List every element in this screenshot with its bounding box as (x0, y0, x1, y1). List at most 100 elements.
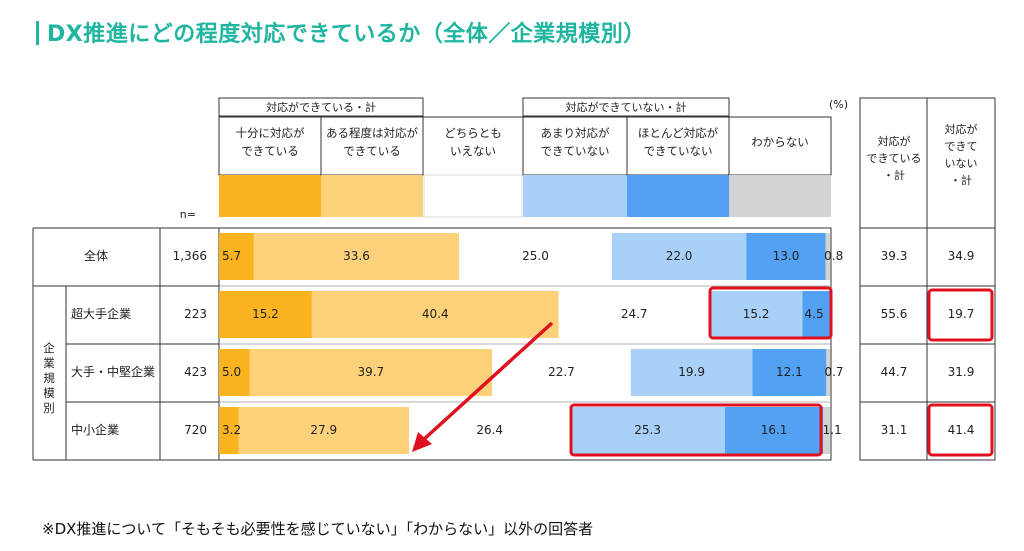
data-label: 0.8 (824, 249, 843, 263)
legend-swatch (423, 174, 523, 218)
data-label: 27.9 (310, 423, 337, 437)
row-label: 全体 (84, 248, 108, 263)
bar-segment (558, 291, 710, 338)
data-label: 15.2 (252, 307, 279, 321)
title-text: DX推進にどの程度対応できているか（全体／企業規模別） (47, 22, 646, 47)
legend-swatch (729, 175, 831, 217)
bar-segment (746, 233, 826, 280)
row-label: 大手・中堅企業 (71, 364, 155, 379)
data-label: 25.0 (522, 249, 549, 263)
bar-segment (219, 233, 254, 280)
sum-ng-value: 34.9 (948, 249, 975, 263)
bar-segment (238, 407, 410, 454)
bar-segment (823, 407, 830, 454)
bar-segment (752, 349, 827, 396)
group-header-label: 対応ができている・計 (266, 100, 376, 114)
row-label: 中小企業 (71, 422, 119, 437)
data-label: 4.5 (805, 307, 824, 321)
category-label: できていない (644, 144, 713, 158)
data-label: 0.7 (824, 365, 843, 379)
category-label: あまり対応が (541, 126, 610, 140)
category-label: わからない (751, 135, 809, 149)
summary-header-ok: 対応が (878, 134, 911, 148)
data-label: 40.4 (422, 307, 449, 321)
legend-swatch (219, 175, 321, 217)
data-label: 24.7 (621, 307, 648, 321)
sum-ok-value: 39.3 (881, 249, 908, 263)
group-header-box (522, 97, 730, 117)
category-label: 十分に対応が (236, 126, 305, 140)
title-accent-bar (36, 21, 39, 45)
group-header-box (218, 97, 424, 117)
category-header-cell (626, 116, 730, 176)
legend-swatch (523, 175, 627, 217)
vertical-group-char: 業 (43, 356, 55, 370)
bar-segment (249, 349, 493, 396)
summary-header-ok: できている (867, 152, 922, 165)
category-label: できている (241, 144, 299, 158)
data-label: 5.7 (222, 249, 241, 263)
summary-header-ok: ・計 (883, 168, 905, 182)
data-label: 1.1 (823, 423, 842, 437)
bar-segment (611, 233, 747, 280)
category-label: どちらとも (444, 126, 502, 140)
sum-ng-value: 41.4 (948, 423, 975, 437)
page-title: DX推進にどの程度対応できているか（全体／企業規模別） (36, 16, 646, 48)
highlight-box (569, 403, 823, 457)
category-label: いえない (450, 144, 496, 158)
data-label: 22.0 (666, 249, 693, 263)
data-label: 25.3 (634, 423, 661, 437)
n-header: n= (180, 208, 196, 221)
category-label: ある程度は対応が (326, 126, 418, 140)
category-header-cell (522, 116, 628, 176)
bar-segment (630, 349, 753, 396)
vertical-group-char: 規 (43, 371, 55, 385)
vertical-group-char: 別 (43, 401, 55, 415)
category-header-cell (728, 116, 832, 176)
category-label: できている (343, 144, 401, 158)
data-label: 26.4 (476, 423, 503, 437)
bar-segment (825, 233, 831, 280)
summary-header-ng: ・計 (950, 173, 972, 187)
sum-ok-value: 31.1 (881, 423, 908, 437)
bar-segment (219, 291, 312, 338)
footnote: ※DX推進について「そもそも必要性を感じていない」「わからない」以外の回答者 (42, 520, 594, 538)
sum-ng-value: 31.9 (948, 365, 975, 379)
data-label: 33.6 (343, 249, 370, 263)
bar-segment (709, 291, 803, 338)
bar-segment (311, 291, 559, 338)
highlight-box (708, 286, 833, 340)
data-label: 39.7 (357, 365, 384, 379)
bar-segment (253, 233, 460, 280)
bar-segment (570, 407, 725, 454)
summary-header-ng: できて (945, 140, 978, 153)
row-n-value: 1,366 (173, 249, 207, 263)
bar-segment (219, 407, 239, 454)
bar-segment (459, 233, 612, 280)
arrow-line (420, 321, 554, 443)
vertical-group-char: 企 (43, 341, 55, 355)
row-n-value: 720 (184, 423, 207, 437)
sum-ng-value: 19.7 (948, 307, 975, 321)
data-label: 16.1 (761, 423, 788, 437)
data-label: 13.0 (773, 249, 800, 263)
highlight-box (927, 288, 994, 342)
highlight-box (927, 403, 994, 457)
data-label: 5.0 (222, 365, 241, 379)
data-label: 19.9 (678, 365, 705, 379)
data-label: 3.2 (222, 423, 241, 437)
category-label: できていない (541, 144, 610, 158)
unit-label: (%) (829, 98, 848, 111)
data-label: 22.7 (548, 365, 575, 379)
group-header-label: 対応ができていない・計 (566, 100, 687, 114)
bar-segment (802, 291, 830, 338)
bar-segment (724, 407, 824, 454)
bar-segment (826, 349, 831, 396)
legend-swatch (627, 175, 729, 217)
data-label: 15.2 (743, 307, 770, 321)
summary-header-ng: いない (945, 157, 978, 170)
vertical-group-char: 模 (43, 386, 55, 400)
row-n-value: 423 (184, 365, 207, 379)
row-label: 超大手企業 (71, 306, 131, 321)
